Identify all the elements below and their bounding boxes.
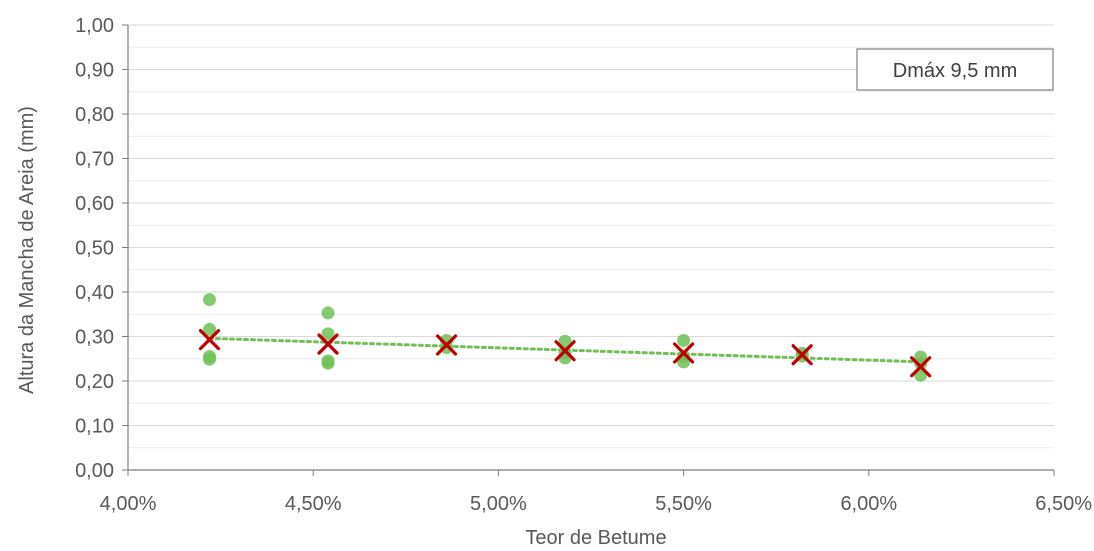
data-points (198, 293, 932, 382)
y-tick-label: 1,00 (75, 15, 114, 37)
y-axis-title: Altura da Mancha de Areia (mm) (16, 106, 38, 394)
y-tick-label: 0,00 (75, 460, 114, 482)
x-stroke (910, 356, 932, 378)
data-point-circle (677, 355, 691, 369)
y-tick-label: 0,50 (75, 238, 114, 260)
x-stroke (198, 329, 221, 351)
data-point-circle (914, 356, 928, 370)
x-tick-label: 6,00% (840, 493, 897, 515)
x-tick-label: 4,50% (285, 493, 342, 515)
x-tick-label: 5,00% (470, 493, 527, 515)
data-point-mean-x (435, 334, 458, 356)
data-point-circle (321, 327, 335, 341)
x-stroke (317, 333, 339, 355)
data-point-mean-x (672, 342, 695, 364)
data-point-mean-x (317, 333, 339, 355)
data-point-circle (558, 334, 572, 348)
y-tick-label: 0,80 (75, 104, 114, 126)
y-tick-label: 0,30 (75, 327, 114, 349)
grid-lines (128, 24, 1054, 449)
x-stroke (672, 342, 695, 364)
x-tick-label: 5,50% (655, 493, 712, 515)
data-point-mean-x (910, 356, 932, 378)
x-axis-title: Teor de Betume (525, 527, 666, 549)
data-point-circle (202, 322, 216, 336)
data-point-circle (321, 306, 335, 320)
x-stroke (435, 334, 458, 356)
y-tick-label: 0,90 (75, 60, 114, 82)
axes (122, 24, 1055, 476)
legend-border (856, 48, 1054, 91)
y-tick-label: 0,40 (75, 282, 114, 304)
data-point-circle (677, 334, 691, 348)
y-tick-label: 0,70 (75, 149, 114, 171)
data-point-circle (321, 356, 335, 370)
data-point-circle (440, 341, 454, 355)
x-stroke (791, 344, 813, 366)
y-tick-label: 0,60 (75, 193, 114, 215)
data-point-mean-x (554, 340, 576, 362)
y-tick-label: 0,10 (75, 416, 114, 438)
y-tick-label: 0,20 (75, 371, 114, 393)
x-tick-label: 6,50% (1035, 493, 1092, 515)
data-point-mean-x (198, 329, 221, 351)
x-tick-label: 4,00% (100, 493, 157, 515)
legend-label: Dmáx 9,5 mm (893, 60, 1017, 82)
legend-box: Dmáx 9,5 mm (856, 48, 1054, 91)
y-tick-labels: 0,00 0,10 0,20 0,30 0,40 0,50 0,60 0,70 0,80 0,90… (75, 15, 114, 482)
x-tick-labels: 4,00% 4,50% 5,00% 5,50% 6,00% 6,50% (100, 493, 1093, 515)
x-stroke (554, 340, 576, 362)
data-point-mean-x (791, 344, 813, 366)
data-point-circle (202, 293, 216, 307)
data-point-circle (202, 352, 216, 366)
